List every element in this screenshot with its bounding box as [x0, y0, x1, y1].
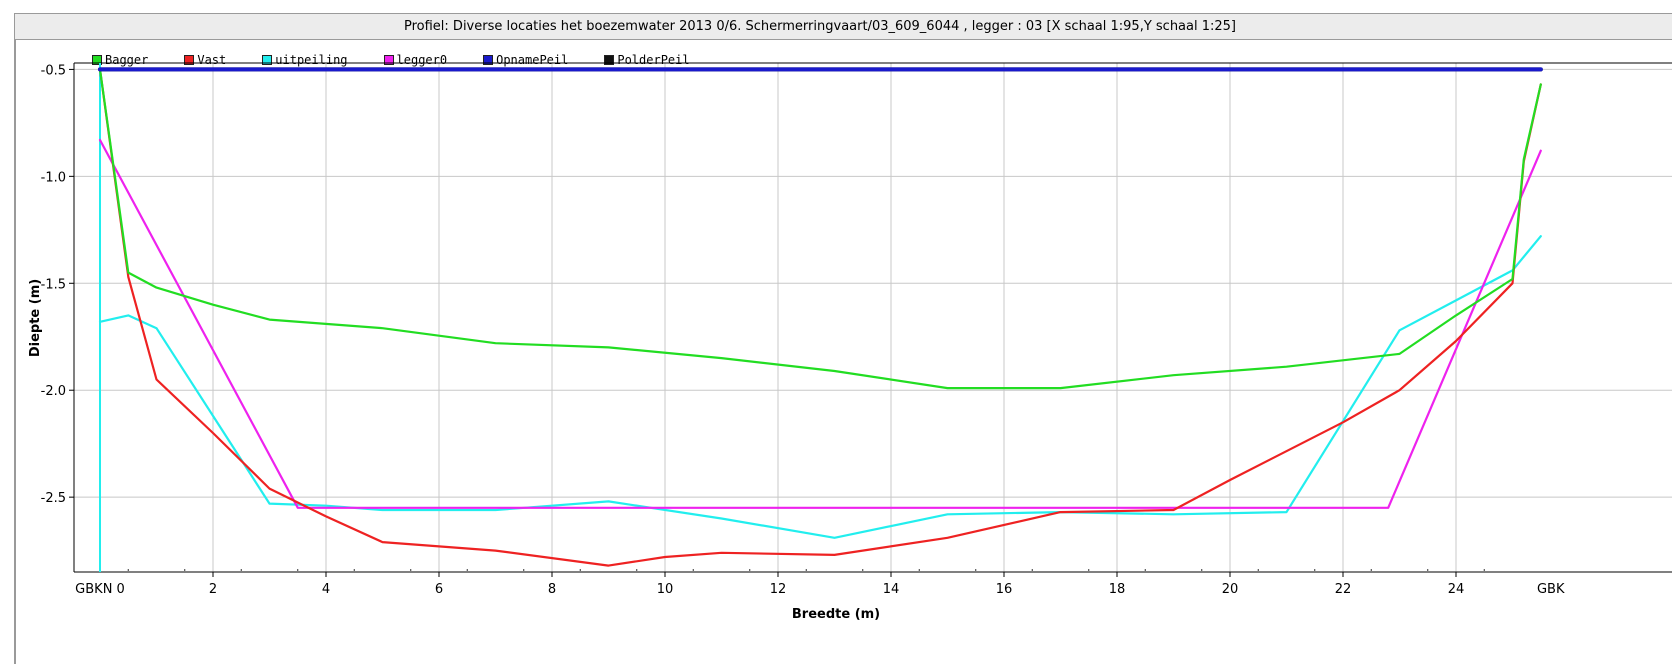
series-line-uitpeiling — [98, 235, 1542, 539]
x-tick-label: 4 — [322, 582, 330, 597]
series-line-bagger — [98, 68, 1542, 390]
series-lines — [98, 67, 1543, 567]
x-axis-title: Breedte (m) — [792, 607, 880, 622]
plot-axes — [69, 62, 1672, 577]
series-line-vast — [98, 68, 1542, 567]
x-tick-label: 22 — [1335, 582, 1352, 597]
x-tick-label: 18 — [1109, 582, 1126, 597]
x-tick-label: 20 — [1222, 582, 1239, 597]
x-gbkn-label: GBKN 0 — [75, 582, 125, 597]
legend-swatch-legger0 — [383, 55, 394, 65]
x-tick-label: 8 — [548, 582, 556, 597]
y-tick-label: -1.5 — [41, 277, 66, 292]
chart-title-bar: Profiel: Diverse locaties het boezemwate… — [14, 13, 1672, 40]
x-gbkn-label: GBK — [1537, 582, 1565, 597]
y-tick-label: -0.5 — [41, 63, 66, 78]
x-tick-label: 14 — [883, 582, 900, 597]
legend-swatch-bagger — [92, 55, 102, 65]
y-tick-label: -2.0 — [41, 384, 66, 399]
y-axis-title: Diepte (m) — [28, 279, 43, 357]
y-tick-label: -1.0 — [41, 170, 66, 185]
series-line-legger0 — [98, 138, 1542, 509]
grid-lines — [74, 63, 1672, 572]
x-tick-label: 12 — [770, 582, 787, 597]
legend-swatch-opnamepeil — [483, 55, 494, 65]
x-tick-label: 10 — [657, 582, 674, 597]
tick-labels: 2 4 6 8 10 12 14 16 18 20 22 24-0.5-1.0-1.5-2.0-2.5… — [41, 63, 1565, 597]
x-tick-label: 2 — [209, 582, 217, 597]
chart-frame-left-border — [14, 40, 16, 664]
chart-title: Profiel: Diverse locaties het boezemwate… — [404, 19, 1236, 34]
x-tick-label: 24 — [1448, 582, 1465, 597]
y-tick-label: -2.5 — [41, 491, 66, 506]
legend-swatch-polderpeil — [604, 55, 615, 65]
x-tick-label: 6 — [435, 582, 443, 597]
legend-swatch-uitpeiling — [262, 55, 273, 65]
x-tick-label: 16 — [996, 582, 1013, 597]
legend-swatch-vast — [184, 55, 195, 65]
